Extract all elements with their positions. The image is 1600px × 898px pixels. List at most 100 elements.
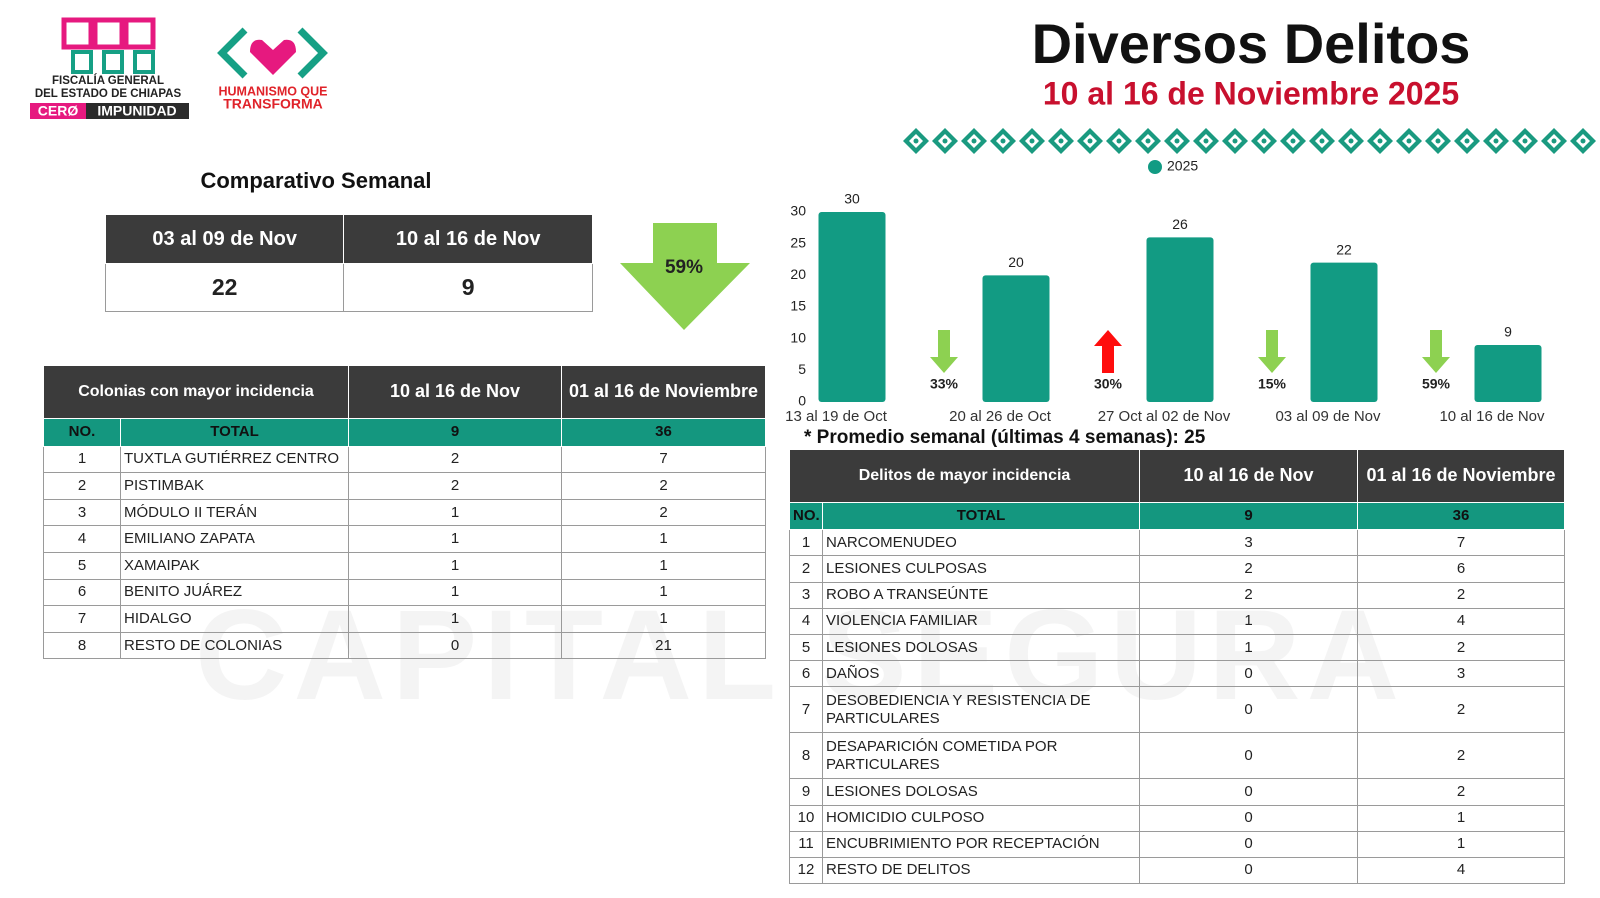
band-dot bbox=[1290, 138, 1296, 144]
table-cell: 1 bbox=[43, 445, 121, 474]
band-dot bbox=[1377, 138, 1383, 144]
table-cell: 2 bbox=[1357, 633, 1565, 662]
logo-badge bbox=[30, 103, 86, 119]
table-cell: 0 bbox=[1139, 686, 1358, 734]
table-cell: Colonias con mayor incidencia bbox=[43, 365, 349, 419]
table-row: 9 LESIONES DOLOSAS 0 2 bbox=[789, 778, 1565, 806]
table-row: Delitos de mayor incidencia 10 al 16 de N… bbox=[789, 449, 1565, 503]
table-row: NO. TOTAL 9 36 bbox=[43, 418, 766, 447]
table-row: 6 DAÑOS 0 3 bbox=[789, 660, 1565, 688]
table-cell: 7 bbox=[1357, 529, 1565, 557]
band-dot bbox=[1261, 138, 1267, 144]
table-cell: 2 bbox=[1139, 581, 1358, 609]
table-row: 1 NARCOMENUDEO 3 7 bbox=[789, 529, 1565, 557]
table-row: 12 RESTO DE DELITOS 0 4 bbox=[789, 856, 1565, 885]
table-cell: TUXTLA GUTIÉRREZ CENTRO bbox=[120, 445, 349, 474]
table-cell: 1 bbox=[348, 605, 562, 633]
x-tick-label: 10 al 16 de Nov bbox=[1439, 408, 1545, 425]
table-cell: 2 bbox=[1357, 581, 1565, 609]
bar bbox=[1146, 237, 1214, 402]
table-cell: 2 bbox=[1357, 732, 1565, 780]
colonias-table: Colonias con mayor incidencia 10 al 16 de… bbox=[43, 365, 766, 660]
table-cell: TOTAL bbox=[120, 418, 349, 447]
change-label: 30% bbox=[1094, 376, 1123, 392]
logo-badge bbox=[86, 103, 189, 119]
table-cell: 4 bbox=[1357, 607, 1565, 635]
table-cell: 1 bbox=[789, 529, 823, 557]
section-title: Comparativo Semanal bbox=[200, 168, 431, 193]
table-cell: 7 bbox=[43, 605, 121, 633]
bar bbox=[1310, 262, 1378, 402]
table-cell: 4 bbox=[789, 607, 823, 635]
table-cell: 5 bbox=[789, 633, 823, 662]
logo-heart bbox=[250, 39, 296, 75]
table-cell: 0 bbox=[348, 631, 562, 660]
band-dot bbox=[1145, 138, 1151, 144]
logo-text: FISCALÍA GENERAL bbox=[52, 74, 164, 87]
band-dot bbox=[1319, 138, 1325, 144]
logo-fret bbox=[102, 50, 124, 74]
bar bbox=[982, 275, 1050, 402]
table-row: 2 PISTIMBAK 2 2 bbox=[43, 472, 766, 500]
band-dot bbox=[1058, 138, 1064, 144]
table-cell: 10 bbox=[789, 804, 823, 832]
band-dot bbox=[1174, 138, 1180, 144]
table-cell: HOMICIDIO CULPOSO bbox=[822, 804, 1140, 832]
table-cell: 9 bbox=[789, 778, 823, 806]
table-cell: LESIONES DOLOSAS bbox=[822, 778, 1140, 806]
table-cell: 8 bbox=[789, 732, 823, 780]
table-cell: TOTAL bbox=[822, 501, 1140, 531]
table-row: 5 XAMAIPAK 1 1 bbox=[43, 551, 766, 580]
x-tick-label: 20 al 26 de Oct bbox=[949, 408, 1052, 425]
table-row: Colonias con mayor incidencia 10 al 16 de… bbox=[43, 365, 766, 419]
table-cell: 1 bbox=[348, 525, 562, 553]
table-cell: MÓDULO II TERÁN bbox=[120, 498, 349, 527]
table-cell: XAMAIPAK bbox=[120, 551, 349, 580]
table-cell: 6 bbox=[1357, 555, 1565, 583]
change-arrow bbox=[1258, 330, 1286, 373]
change-label: 33% bbox=[930, 376, 959, 392]
table-cell: 01 al 16 de Noviembre bbox=[561, 365, 766, 419]
band-dot bbox=[1464, 138, 1470, 144]
table-cell: 0 bbox=[1139, 804, 1358, 832]
table-cell: 2 bbox=[43, 472, 121, 500]
table-cell: 1 bbox=[348, 498, 562, 527]
table-cell: 12 bbox=[789, 856, 823, 885]
table-row: 1 TUXTLA GUTIÉRREZ CENTRO 2 7 bbox=[43, 445, 766, 474]
y-tick-label: 0 bbox=[798, 393, 806, 409]
table-cell: 21 bbox=[561, 631, 766, 660]
logo2-text: HUMANISMO QUE bbox=[218, 84, 327, 98]
table-cell: 2 bbox=[1357, 686, 1565, 734]
table-cell: 1 bbox=[561, 525, 766, 553]
change-arrow bbox=[1422, 330, 1450, 373]
table-cell: 03 al 09 de Nov bbox=[104, 214, 345, 264]
table-cell: 1 bbox=[348, 578, 562, 607]
table-cell: 2 bbox=[348, 445, 562, 474]
y-tick-label: 5 bbox=[798, 361, 806, 377]
table-cell: BENITO JUÁREZ bbox=[120, 578, 349, 607]
table-cell: 1 bbox=[1357, 830, 1565, 858]
band-dot bbox=[1493, 138, 1499, 144]
table-cell: DESOBEDIENCIA Y RESISTENCIA DE PARTICULA… bbox=[822, 686, 1140, 734]
table-cell: 1 bbox=[561, 551, 766, 580]
table-cell: 4 bbox=[1357, 856, 1565, 885]
table-cell: 36 bbox=[561, 418, 766, 447]
table-cell: 7 bbox=[789, 686, 823, 734]
y-tick-label: 25 bbox=[790, 234, 806, 250]
band-dot bbox=[971, 138, 977, 144]
table-cell: DAÑOS bbox=[822, 660, 1140, 688]
data-label: 9 bbox=[1504, 324, 1512, 340]
y-tick-label: 15 bbox=[790, 298, 806, 314]
x-tick-label: 13 al 19 de Oct bbox=[785, 408, 888, 425]
logo-text: DEL ESTADO DE CHIAPAS bbox=[35, 88, 182, 100]
logo-fret bbox=[71, 50, 93, 74]
change-label: 59% bbox=[1422, 376, 1451, 392]
table-cell: 3 bbox=[1139, 529, 1358, 557]
band-dot bbox=[1348, 138, 1354, 144]
table-row: 7 HIDALGO 1 1 bbox=[43, 605, 766, 633]
subtitle: 10 al 16 de Noviembre 2025 bbox=[1043, 75, 1459, 111]
table-cell: 0 bbox=[1139, 732, 1358, 780]
table-cell: 2 bbox=[1357, 778, 1565, 806]
band-dot bbox=[1087, 138, 1093, 144]
